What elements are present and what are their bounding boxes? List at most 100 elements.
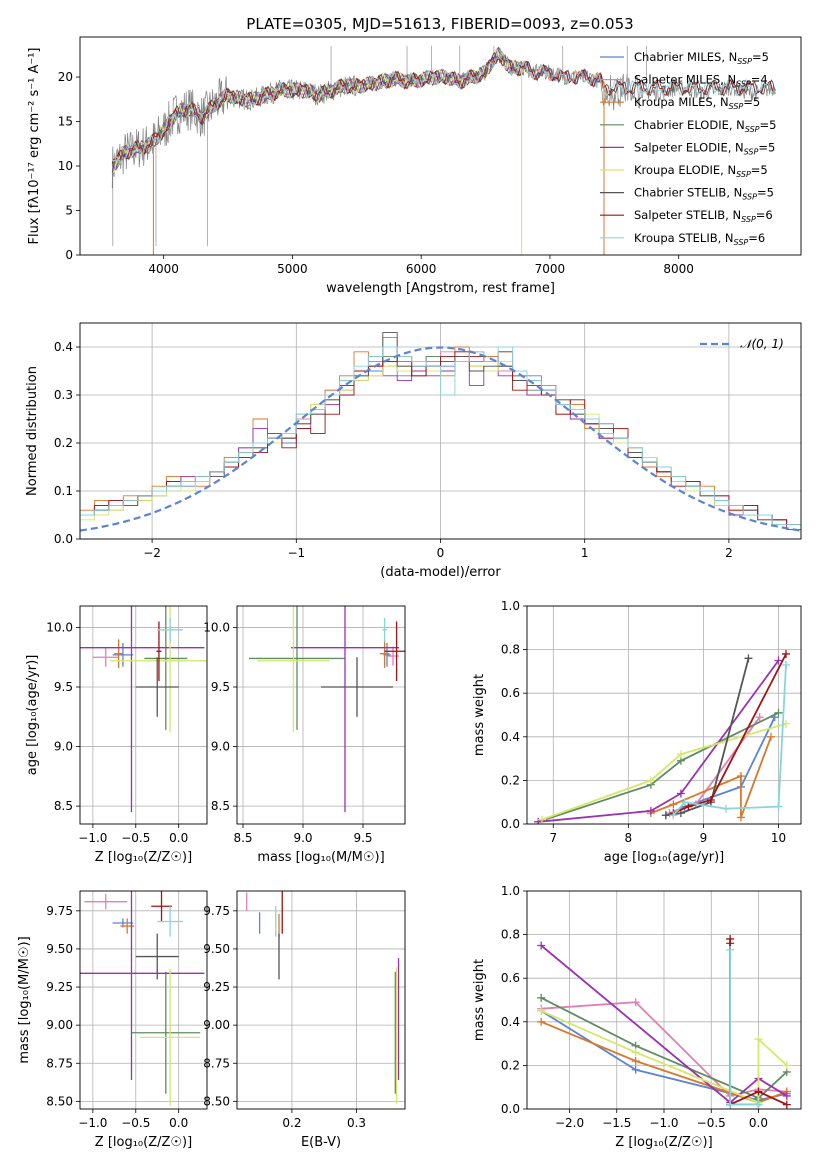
x-tick-label: 7 [549, 831, 557, 845]
legend-entry: Chabrier STELIB, NSSP=5 [634, 186, 774, 202]
weight-marker [537, 941, 546, 950]
y-tick-label: 9.75 [46, 904, 73, 918]
model-line-kroupa-elodie [111, 48, 523, 174]
legend-entry-label: Salpeter MILES, N [634, 73, 736, 87]
legend-entry-gaussian: 𝒩(0, 1) [740, 337, 784, 351]
y-axis-label: mass [log₁₀(M/M☉)] [17, 936, 32, 1063]
y-tick-label: 10.0 [46, 620, 73, 634]
y-tick-label: 0.4 [501, 730, 520, 744]
legend-entry: Kroupa ELODIE, NSSP=5 [634, 163, 768, 179]
weight-marker [754, 1035, 763, 1044]
y-tick-label: 8.5 [211, 799, 230, 813]
weight-marker [676, 789, 685, 798]
x-tick-label: 0.3 [347, 1116, 366, 1130]
weight-marker [736, 813, 745, 822]
legend-entry: Kroupa MILES, NSSP=5 [634, 95, 760, 111]
legend-entry-value: =5 [757, 186, 774, 200]
x-tick-label: −1 [287, 546, 305, 560]
weight-marker [669, 800, 678, 809]
y-tick-label: 8.50 [46, 1094, 73, 1108]
plot-area-mass_vs_Z [80, 891, 205, 1106]
y-tick-label: 5 [65, 204, 73, 218]
histogram-kroupa-stelib [80, 346, 801, 539]
model-line-salpeter-elodie [112, 46, 523, 171]
legend-entry-subscript: SSP [741, 215, 756, 224]
legend-entry: Salpeter ELODIE, NSSP=5 [634, 140, 775, 156]
x-tick-label: 10 [771, 831, 786, 845]
x-tick-label: 0.0 [749, 1116, 768, 1130]
legend-entry-value: =6 [748, 231, 765, 245]
y-tick-label: 9.25 [46, 980, 73, 994]
y-tick-label: 9.75 [203, 904, 230, 918]
model-line-salpeter-stelib [111, 54, 776, 165]
weight-marker [537, 1017, 546, 1026]
y-tick-label: 0.0 [501, 1102, 520, 1116]
weight-marker [736, 772, 745, 781]
y-tick-label: 0.2 [501, 1058, 520, 1072]
axes-frame-age_vs_Z [79, 605, 208, 825]
weight-marker [537, 993, 546, 1002]
residual-legend: 𝒩(0, 1) [700, 337, 784, 351]
x-axis-label: Z [log₁₀(Z/Z☉)] [95, 1135, 192, 1150]
y-axis-label: Normed distribution [25, 366, 40, 496]
weight-marker [781, 649, 790, 658]
model-line-kroupa-stelib [111, 50, 776, 165]
weight-marker [755, 713, 764, 722]
plot-area-residuals [80, 332, 801, 539]
y-tick-label: 0 [65, 248, 73, 262]
x-tick-label: −0.5 [121, 831, 150, 845]
weight-marker [706, 796, 715, 805]
weight-marker [774, 708, 783, 717]
weight-marker [726, 945, 735, 954]
x-tick-label: −2.0 [555, 1116, 584, 1130]
x-tick-label: 8000 [663, 262, 694, 276]
weight-marker [781, 660, 790, 669]
legend-entry-label: Kroupa ELODIE, N [634, 163, 736, 177]
x-tick-label: 9.0 [293, 831, 312, 845]
y-tick-label: 0.3 [54, 388, 73, 402]
x-tick-label: −1.5 [602, 1116, 631, 1130]
weight-marker [721, 804, 730, 813]
y-axis-label: Flux [fλ10⁻¹⁷ erg cm⁻² s⁻¹ A⁻¹] [27, 48, 42, 245]
x-tick-label: 8.5 [233, 831, 252, 845]
legend-entry: Kroupa STELIB, NSSP=6 [634, 231, 765, 247]
x-tick-label: 7000 [535, 262, 566, 276]
legend-entry-value: =5 [760, 118, 777, 132]
y-tick-label: 0.2 [54, 436, 73, 450]
axes-frame-mass_vs_Z [79, 890, 208, 1110]
y-tick-label: 9.0 [211, 740, 230, 754]
legend-entry-value: =5 [752, 50, 769, 64]
legend-entry: Salpeter STELIB, NSSP=6 [634, 208, 773, 224]
x-tick-label: 0.0 [169, 831, 188, 845]
y-tick-label: 8.50 [203, 1094, 230, 1108]
x-tick-label: 9 [700, 831, 708, 845]
y-axis-label: age [log₁₀(age/yr)] [25, 655, 40, 776]
legend-entry-subscript: SSP [736, 80, 751, 89]
y-tick-label: 8.5 [54, 799, 73, 813]
legend-entry-subscript: SSP [744, 147, 759, 156]
axes-spectrum: 4000 5000 6000 7000 8000 0 5 10 15 20 wavelength [… [27, 48, 694, 297]
weight-marker [669, 811, 678, 820]
x-tick-label: −0.5 [697, 1116, 726, 1130]
weight-marker [754, 1087, 763, 1096]
gaussian-curve [80, 346, 801, 532]
axes-weight_vs_Z: −2.0 −1.5 −1.0 −0.5 0.0 0.0 0.2 0.4 0.6 0.8 1.0 Z [… [472, 884, 801, 1150]
y-tick-label: 9.00 [46, 1018, 73, 1032]
legend-entry-subscript: SSP [734, 238, 749, 247]
axes-weight_vs_age: 7 8 9 10 0.0 0.2 0.4 0.6 0.8 1.0 age [log₁₀(age/yr… [472, 599, 801, 865]
x-tick-label: −0.5 [121, 1116, 150, 1130]
y-tick-label: 8.75 [46, 1056, 73, 1070]
y-tick-label: 1.0 [501, 884, 520, 898]
x-axis-label: (data-model)/error [380, 565, 501, 580]
x-tick-label: 5000 [277, 262, 308, 276]
y-tick-label: 0.6 [501, 686, 520, 700]
weight-line-salpeter-stelib [673, 653, 787, 814]
model-line-chabrier-elodie [111, 47, 522, 169]
x-axis-label: mass [log₁₀(M/M☉)] [257, 850, 384, 865]
y-tick-label: 9.5 [54, 680, 73, 694]
legend-entry-label: Kroupa MILES, N [634, 95, 729, 109]
weight-line-kroupa-miles [540, 1020, 788, 1104]
weight-marker [646, 806, 655, 815]
legend-entry-label: Salpeter ELODIE, N [634, 140, 744, 154]
